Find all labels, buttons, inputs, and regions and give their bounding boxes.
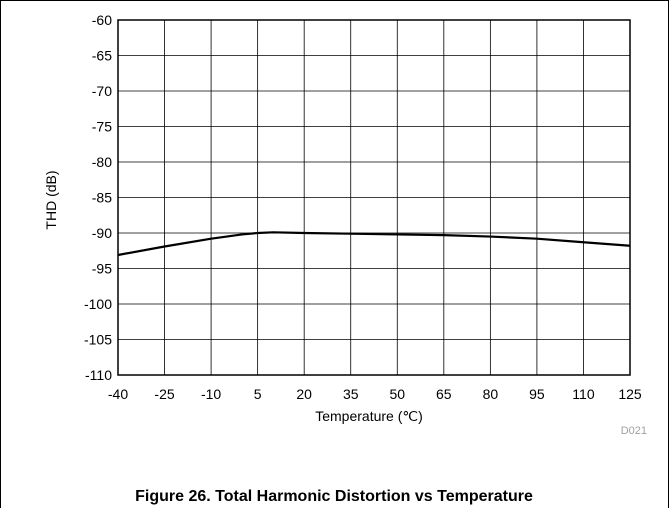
y-tick-label: -85 <box>92 190 112 206</box>
x-tick-label: 125 <box>618 386 642 402</box>
y-tick-label: -80 <box>92 154 112 170</box>
x-tick-label: -10 <box>201 386 221 402</box>
y-tick-label: -60 <box>92 12 112 28</box>
y-tick-label: -70 <box>92 83 112 99</box>
y-tick-label: -95 <box>92 261 112 277</box>
x-tick-label: 95 <box>529 386 545 402</box>
x-tick-label: 110 <box>572 386 595 402</box>
figure-caption: Figure 26. Total Harmonic Distortion vs … <box>135 488 533 505</box>
y-tick-label: -90 <box>92 225 112 241</box>
x-tick-label: -40 <box>108 386 128 402</box>
x-tick-label: 65 <box>436 386 452 402</box>
thd-line <box>117 231 631 257</box>
y-tick-labels: -60 -65 -70 -75 -80 -85 -90 -95 -100 -105 -110 <box>84 12 112 383</box>
x-tick-label: 5 <box>254 386 262 402</box>
x-tick-label: 20 <box>296 386 312 402</box>
x-tick-label: 50 <box>389 386 405 402</box>
x-tick-label: 80 <box>483 386 499 402</box>
y-tick-label: -110 <box>85 367 112 383</box>
x-tick-label: -25 <box>154 386 174 402</box>
figure-code: D021 <box>621 425 647 437</box>
x-tick-label: 35 <box>343 386 359 402</box>
y-tick-label: -100 <box>84 296 112 312</box>
y-tick-label: -65 <box>92 48 112 64</box>
plot-area-border <box>117 19 631 376</box>
y-tick-label: -105 <box>84 332 112 348</box>
x-axis-label: Temperature (℃) <box>315 408 423 424</box>
y-axis-label: THD (dB) <box>43 170 59 229</box>
thd-temperature-chart: -60-65-70-75-80-85-90-95-100-105-110 -40… <box>43 12 642 424</box>
data-series <box>117 231 631 257</box>
x-tick-labels: -40 -25 -10 5 20 35 50 65 80 95 110 125 <box>108 386 642 402</box>
grid-lines <box>117 19 631 376</box>
y-tick-label: -75 <box>92 119 112 135</box>
